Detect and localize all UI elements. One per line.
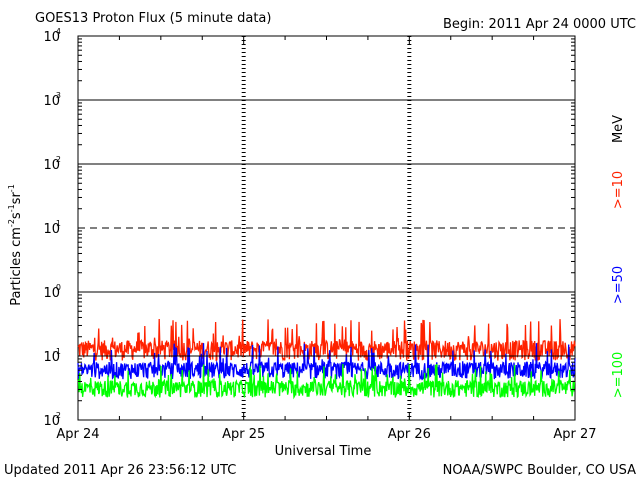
legend-50mev: >=50 xyxy=(611,266,626,304)
x-axis-label: Universal Time xyxy=(275,444,372,459)
grid xyxy=(78,36,575,420)
credit: NOAA/SWPC Boulder, CO USA xyxy=(443,463,636,478)
series-layer xyxy=(77,319,576,400)
y-axis-label: Particles cm-2s-1sr-1 xyxy=(7,184,24,306)
y-tick-label: 10-2 xyxy=(43,411,61,429)
y-tick-label: 100 xyxy=(43,283,61,301)
x-tick-label: Apr 27 xyxy=(553,427,596,442)
axis-ticks: 10-2 10-1 100 101 102 103 104 Apr 24 Apr 25 Apr 2… xyxy=(43,27,596,442)
legend-units: MeV xyxy=(611,115,626,143)
updated-time: Updated 2011 Apr 26 23:56:12 UTC xyxy=(4,463,236,478)
y-tick-label: 102 xyxy=(43,155,61,173)
chart-title: GOES13 Proton Flux (5 minute data) xyxy=(35,11,271,26)
y-tick-label: 104 xyxy=(43,27,61,45)
x-tick-label: Apr 26 xyxy=(388,427,431,442)
y-tick-label: 103 xyxy=(43,91,61,109)
series-line-10mev xyxy=(77,319,576,362)
legend-10mev: >=10 xyxy=(611,171,626,209)
legend: MeV >=10 >=50 >=100 xyxy=(611,115,626,398)
series-line-100mev xyxy=(77,363,576,400)
x-tick-label: Apr 25 xyxy=(222,427,265,442)
begin-time: Begin: 2011 Apr 24 0000 UTC xyxy=(443,17,636,32)
y-tick-label: 10-1 xyxy=(43,347,61,365)
legend-100mev: >=100 xyxy=(611,352,626,399)
x-tick-label: Apr 24 xyxy=(56,427,99,442)
y-tick-label: 101 xyxy=(43,219,61,237)
svg-text:Particles cm-2s-1sr-1: Particles cm-2s-1sr-1 xyxy=(7,184,24,306)
